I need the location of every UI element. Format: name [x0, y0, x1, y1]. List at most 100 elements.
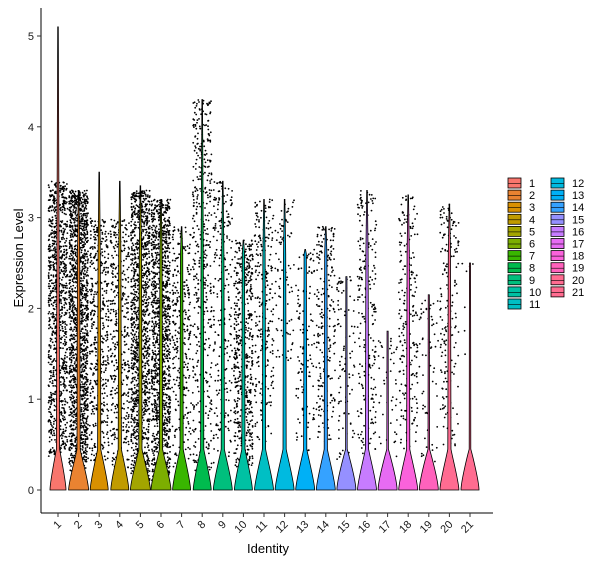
- data-point: [52, 426, 54, 429]
- data-point: [113, 289, 116, 292]
- data-point: [136, 367, 139, 369]
- data-point: [71, 395, 74, 397]
- data-point: [147, 322, 150, 324]
- data-point: [146, 340, 149, 343]
- data-point: [101, 420, 103, 423]
- data-point: [80, 371, 83, 374]
- data-point: [60, 209, 62, 212]
- data-point: [61, 417, 64, 420]
- data-point: [142, 328, 145, 331]
- data-point: [134, 403, 136, 406]
- data-point: [130, 463, 133, 466]
- data-point: [71, 225, 74, 227]
- data-point: [145, 195, 147, 197]
- data-point: [72, 229, 75, 232]
- data-point: [125, 258, 128, 260]
- data-point: [75, 273, 77, 275]
- data-point: [143, 407, 146, 410]
- data-point: [65, 436, 68, 438]
- data-point: [148, 400, 151, 403]
- data-point: [104, 421, 107, 423]
- data-point: [50, 403, 52, 406]
- data-point: [123, 244, 125, 247]
- data-point: [143, 252, 146, 255]
- data-point: [55, 295, 57, 298]
- data-point: [91, 447, 94, 450]
- data-point: [130, 263, 132, 266]
- data-point: [143, 210, 145, 213]
- data-point: [81, 336, 84, 339]
- data-point: [81, 328, 84, 330]
- data-point: [82, 337, 85, 340]
- data-point: [61, 322, 64, 324]
- data-point: [123, 392, 126, 395]
- data-point: [54, 230, 57, 233]
- data-point: [107, 325, 109, 328]
- data-point: [130, 278, 133, 281]
- data-point: [54, 391, 57, 393]
- data-point: [86, 269, 89, 271]
- data-point: [72, 204, 74, 207]
- data-point: [71, 454, 74, 457]
- data-point: [132, 464, 135, 467]
- data-point: [112, 246, 115, 248]
- data-point: [73, 290, 76, 292]
- data-point: [94, 338, 96, 340]
- data-point: [85, 271, 88, 273]
- data-point: [84, 431, 86, 434]
- data-point: [101, 447, 104, 450]
- data-point: [133, 284, 136, 287]
- data-point: [144, 219, 147, 222]
- data-point: [127, 364, 130, 367]
- data-point: [115, 387, 118, 390]
- data-point: [71, 199, 74, 202]
- data-point: [89, 379, 92, 382]
- data-point: [95, 348, 98, 351]
- data-point: [71, 257, 74, 260]
- data-point: [100, 264, 103, 267]
- data-point: [145, 372, 148, 375]
- data-point: [88, 434, 91, 436]
- data-point: [148, 227, 151, 230]
- data-point: [111, 463, 114, 466]
- data-point: [93, 238, 96, 241]
- data-point: [62, 260, 64, 263]
- data-point: [132, 318, 135, 320]
- data-point: [65, 341, 68, 344]
- data-point: [147, 200, 150, 203]
- data-point: [105, 239, 108, 241]
- data-point: [74, 194, 77, 197]
- data-point: [69, 226, 71, 228]
- data-point: [74, 334, 77, 337]
- data-point: [63, 270, 65, 272]
- data-point: [126, 449, 129, 452]
- data-point: [81, 220, 84, 222]
- data-point: [110, 319, 113, 321]
- data-point: [147, 425, 150, 428]
- data-point: [109, 303, 112, 305]
- data-point: [69, 293, 72, 295]
- data-point: [80, 212, 82, 215]
- data-point: [60, 289, 63, 292]
- data-point: [80, 202, 83, 205]
- data-point: [130, 258, 133, 261]
- data-point: [112, 342, 114, 344]
- data-point: [134, 221, 137, 224]
- data-point: [102, 337, 104, 340]
- data-point: [83, 325, 86, 328]
- data-point: [127, 440, 130, 443]
- data-point: [134, 351, 137, 353]
- data-point: [104, 334, 107, 337]
- data-point: [85, 362, 87, 365]
- data-point: [95, 383, 98, 385]
- data-point: [103, 441, 106, 444]
- data-point: [123, 329, 126, 331]
- data-point: [52, 189, 54, 192]
- data-point: [68, 316, 71, 319]
- data-point: [83, 285, 85, 288]
- data-point: [62, 262, 65, 265]
- data-point: [51, 415, 54, 418]
- data-point: [124, 344, 126, 346]
- data-point: [143, 399, 146, 402]
- data-point: [64, 364, 67, 367]
